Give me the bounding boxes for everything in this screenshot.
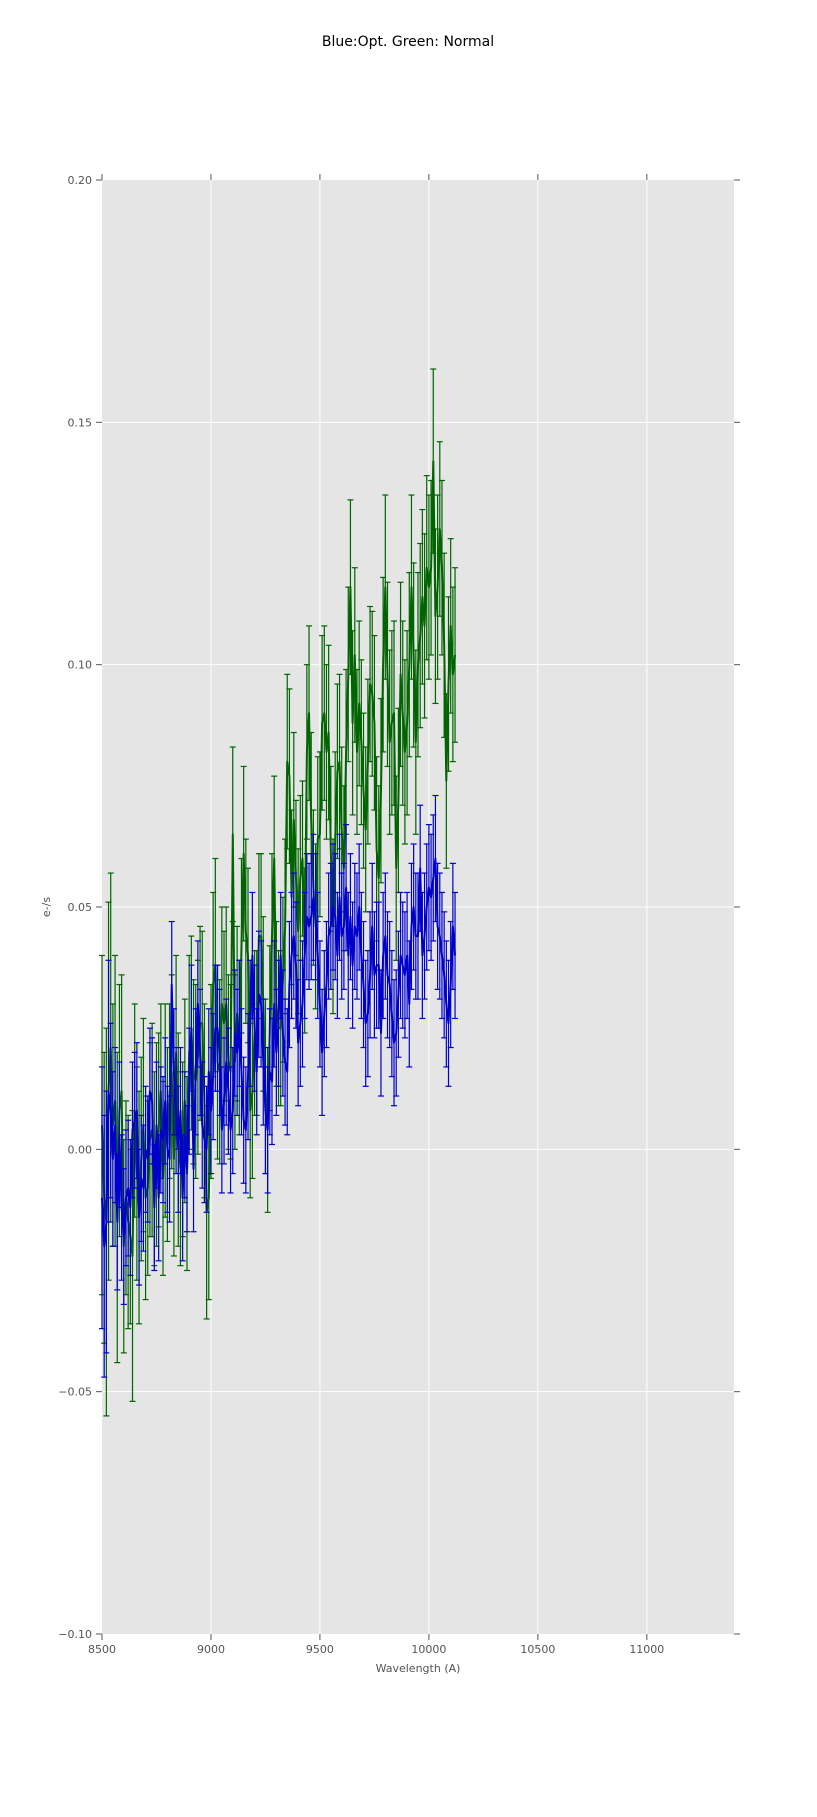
- series-2: [99, 794, 459, 1378]
- chart-title: Blue:Opt. Green: Normal: [322, 34, 494, 50]
- y-tick-label: 0.15: [68, 416, 93, 429]
- x-tick-label: 10000: [411, 1643, 446, 1656]
- y-tick-label: 0.00: [68, 1143, 93, 1156]
- y-tick-label: 0.20: [68, 174, 93, 187]
- x-tick-label: 10500: [520, 1643, 555, 1656]
- y-tick-label: 0.05: [68, 901, 93, 914]
- series-layer: [99, 368, 459, 1417]
- axis-ticks: 8500 9000 9500 10000 10500 11000 −0.10 −0.05 0.0…: [58, 174, 740, 1656]
- y-tick-label: −0.10: [58, 1628, 92, 1641]
- series-line: [101, 857, 456, 1248]
- x-tick-label: 8500: [88, 1643, 116, 1656]
- x-axis-label: Wavelength (A): [376, 1662, 461, 1675]
- x-tick-label: 9500: [306, 1643, 334, 1656]
- y-tick-label: −0.05: [58, 1386, 92, 1399]
- y-axis-label: e-/s: [40, 897, 53, 917]
- y-tick-label: 0.10: [68, 659, 93, 672]
- x-tick-label: 11000: [629, 1643, 664, 1656]
- x-tick-label: 9000: [197, 1643, 225, 1656]
